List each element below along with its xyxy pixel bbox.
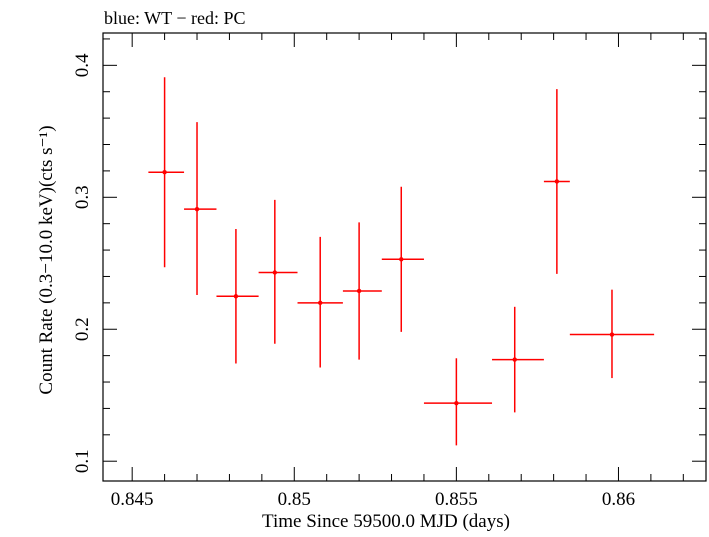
x-tick-label: 0.86: [602, 489, 635, 510]
data-marker: [609, 332, 615, 337]
axis-tick-labels: 0.845 0.85 0.855 0.86 0.1 0.2 0.3 0.4: [72, 53, 635, 510]
x-tick-label: 0.855: [435, 489, 478, 510]
y-tick-label: 0.2: [72, 317, 93, 341]
data-marker: [512, 357, 517, 362]
x-tick-label: 0.845: [111, 489, 154, 510]
data-point: [216, 228, 259, 364]
data-marker: [162, 170, 167, 175]
data-point: [423, 358, 493, 446]
data-marker: [399, 257, 404, 262]
y-axis-label: Count Rate (0.3−10.0 keV)(cts s⁻¹): [36, 125, 57, 394]
chart-title: blue: WT − red: PC: [104, 8, 245, 28]
data-marker: [454, 400, 459, 406]
data-point: [492, 306, 544, 413]
data-marker: [194, 206, 200, 212]
data-marker: [554, 179, 560, 184]
data-layer: [148, 77, 655, 446]
data-point: [342, 222, 382, 360]
data-point: [297, 236, 343, 368]
y-tick-label: 0.1: [72, 449, 93, 473]
data-point: [184, 122, 217, 295]
y-tick-label: 0.4: [72, 53, 93, 77]
data-marker: [356, 288, 362, 294]
data-point: [569, 289, 655, 379]
plot-frame: [102, 32, 707, 482]
x-axis-label: Time Since 59500.0 MJD (days): [262, 511, 510, 532]
data-marker: [233, 294, 239, 299]
data-marker: [272, 270, 278, 275]
data-marker: [318, 300, 323, 306]
x-tick-label: 0.85: [278, 489, 311, 510]
data-point: [258, 199, 298, 344]
axis-ticks: [103, 33, 706, 481]
data-point: [148, 77, 185, 268]
data-point: [381, 186, 424, 332]
data-point: [543, 89, 570, 274]
y-tick-label: 0.3: [72, 185, 93, 209]
